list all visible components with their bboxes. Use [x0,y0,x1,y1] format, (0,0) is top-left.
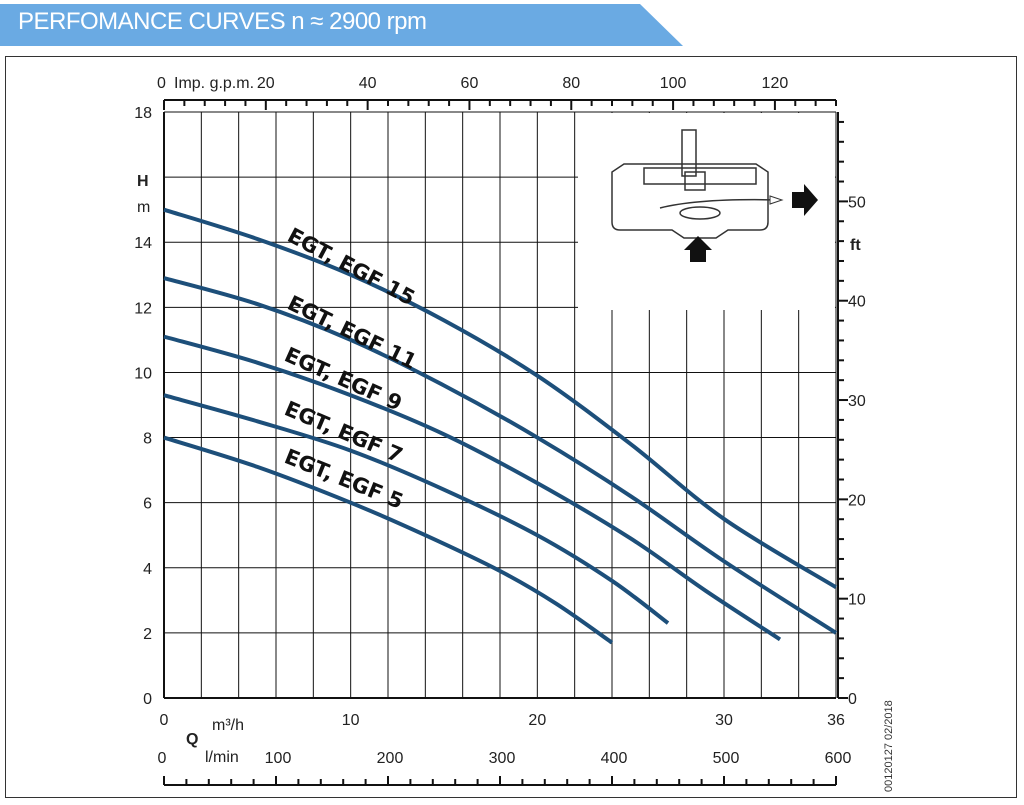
pump-cover [643,167,757,185]
lmin-tick-label: 400 [601,750,628,767]
y-tick-label: 8 [143,431,152,448]
pump-cross-section-icon [611,129,818,262]
y-tick-label: 10 [134,365,152,382]
right-axis-unit: ft [850,237,861,254]
series-line [163,207,838,590]
series-line [163,393,670,625]
y-tick-label: 0 [143,691,152,708]
y-tick-label: 14 [134,235,152,252]
right-tick-label: 30 [848,393,866,410]
lmin-unit: l/min [205,749,239,766]
pump-nut [684,171,706,191]
pump-flow-arrowhead [769,195,784,205]
lmin-tick-label: 100 [265,750,292,767]
title-banner: PERFOMANCE CURVES n ≈ 2900 rpm [0,0,700,48]
curves [163,207,838,645]
right-tick-label: 20 [848,492,866,509]
right-tick-label: 40 [848,294,866,311]
y-tick-label: 4 [143,561,152,578]
top-tick-label: 0 [157,75,166,92]
pump-shaft [681,129,697,177]
top-tick-label: 40 [359,75,377,92]
y-tick-label: 12 [134,300,152,317]
x-tick-label: 20 [528,712,546,729]
top-axis-unit: Imp. g.p.m. [174,75,254,92]
x-axis-name: Q [186,731,198,748]
x-tick-label: 36 [827,712,845,729]
chart-frame [5,56,1017,798]
document-code: 00120127 02/2018 [883,700,895,792]
top-tick-label: 120 [762,75,789,92]
page-title: PERFOMANCE CURVES n ≈ 2900 rpm [18,8,427,35]
top-tick-label: 20 [257,75,275,92]
x-tick-label: 30 [715,712,733,729]
lmin-tick-label: 500 [713,750,740,767]
y-tick-label: 18 [134,105,152,122]
x-tick-label: 0 [160,712,169,729]
pump-body [611,163,769,239]
top-tick-label: 80 [562,75,580,92]
y-axis-unit: m [137,199,150,216]
top-tick-label: 60 [461,75,479,92]
right-tick-label: 0 [848,691,857,708]
right-tick-label: 10 [848,592,866,609]
series-line [163,276,838,635]
top-tick-label: 100 [660,75,687,92]
pump-outlet-arrow [792,184,818,216]
pump-inlet-arrow [684,236,712,262]
lmin-tick-label: 600 [825,750,852,767]
lmin-tick-label: 0 [158,750,167,767]
document-code-text: 00120127 02/2018 [883,700,895,792]
y-tick-label: 6 [143,496,152,513]
x-tick-label: 10 [342,712,360,729]
series-line [163,334,782,642]
series-line [163,435,614,645]
pump-impeller [679,206,721,220]
x-axis-unit: m³/h [212,717,244,734]
banner-shape [0,4,683,46]
y-axis-name: H [137,173,149,190]
grid [163,111,837,699]
inset-background [578,113,835,310]
y-tick-label: 2 [143,626,152,643]
pump-flow-line [659,198,781,209]
right-tick-label: 50 [848,194,866,211]
lmin-tick-label: 300 [489,750,516,767]
lmin-tick-label: 200 [377,750,404,767]
